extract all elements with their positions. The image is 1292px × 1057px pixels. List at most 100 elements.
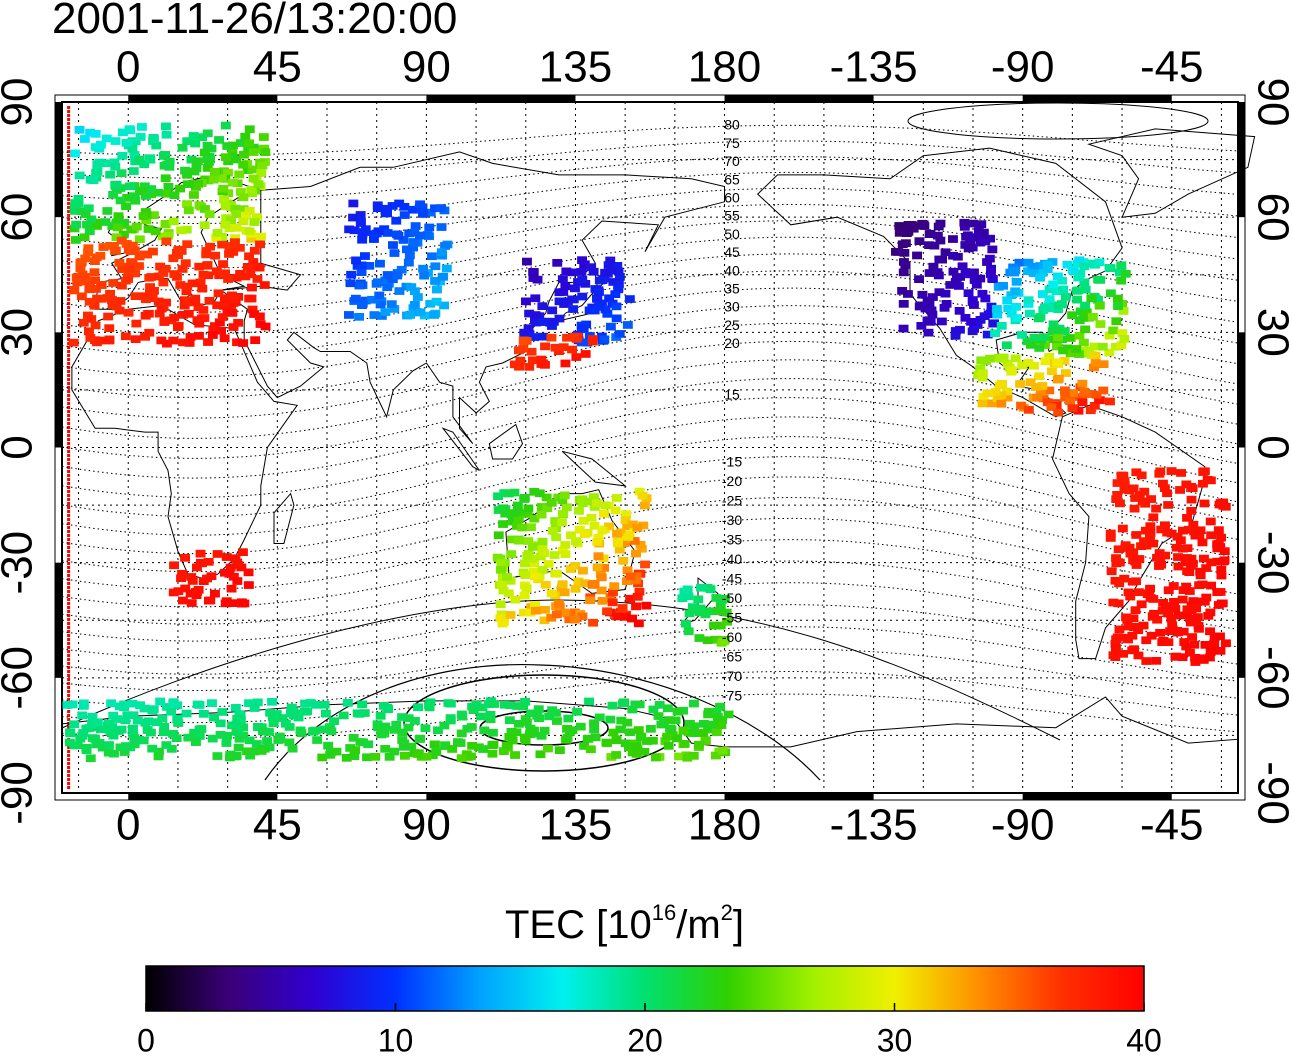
tec-pixel	[108, 279, 119, 287]
tec-pixel	[1086, 294, 1097, 303]
tec-pixel	[1177, 653, 1188, 661]
tec-pixel	[552, 259, 563, 267]
tec-pixel	[1065, 397, 1076, 406]
tec-pixel	[471, 700, 482, 709]
tec-pixel	[131, 319, 142, 328]
tec-pixel	[679, 740, 690, 748]
tec-pixel	[295, 726, 306, 735]
tec-pixel	[689, 699, 699, 708]
tec-observation-pixels	[62, 121, 1231, 763]
tec-pixel	[1205, 627, 1215, 636]
tec-pixel	[177, 143, 188, 152]
tec-pixel	[233, 319, 244, 327]
tec-pixel	[399, 739, 410, 748]
tec-pixel	[717, 746, 728, 755]
tec-pixel	[1185, 648, 1195, 657]
tec-pixel	[1023, 296, 1034, 304]
tec-pixel	[146, 273, 157, 281]
tec-pixel	[539, 616, 550, 625]
tec-pixel	[567, 345, 577, 354]
tec-pixel	[982, 330, 993, 339]
tec-pixel	[980, 237, 991, 246]
tec-pixel	[540, 342, 550, 351]
tec-pixel	[493, 506, 504, 514]
tec-pixel	[222, 142, 233, 150]
tec-pixel	[357, 230, 368, 238]
magnetic-latitude-contour	[61, 171, 1239, 225]
tec-pixel	[561, 267, 572, 276]
tec-pixel	[1205, 517, 1216, 526]
tec-pixel	[547, 527, 558, 535]
tec-pixel	[915, 301, 926, 310]
tec-pixel	[231, 210, 242, 218]
tec-pixel	[1127, 631, 1138, 640]
tec-pixel	[597, 276, 608, 285]
tec-pixel	[83, 244, 94, 252]
tec-pixel	[79, 233, 90, 242]
tec-pixel	[1196, 597, 1207, 606]
frame-bar-right	[1239, 332, 1245, 448]
tec-pixel	[1074, 256, 1085, 265]
tec-pixel	[636, 544, 647, 553]
tec-pixel	[128, 192, 139, 200]
tec-pixel	[92, 167, 103, 176]
tec-pixel	[1011, 303, 1021, 311]
tec-pixel	[597, 597, 608, 605]
tec-pixel	[1212, 557, 1223, 566]
tec-pixel	[357, 700, 368, 709]
tec-pixel	[130, 137, 141, 146]
tec-pixel	[429, 740, 440, 749]
tec-pixel	[612, 262, 623, 270]
tec-pixel	[130, 292, 141, 300]
tec-pixel	[194, 332, 204, 340]
tec-pixel	[215, 719, 226, 728]
tec-pixel	[1104, 264, 1115, 272]
tec-pixel	[372, 278, 383, 286]
tec-pixel	[929, 241, 940, 250]
tec-pixel	[80, 273, 91, 281]
tec-pixel	[980, 294, 991, 303]
tec-pixel	[681, 619, 691, 628]
magnetic-latitude-contour	[61, 626, 1239, 692]
tec-pixel	[498, 520, 508, 528]
tec-pixel	[1111, 317, 1122, 325]
tec-pixel	[86, 215, 97, 224]
tec-pixel	[600, 305, 611, 314]
tec-pixel	[932, 268, 943, 276]
tec-pixel	[529, 726, 539, 735]
frame-bar-bottom	[724, 794, 874, 800]
tec-pixel	[539, 549, 550, 558]
tec-pixel	[399, 203, 410, 211]
tec-pixel	[540, 580, 551, 589]
tec-pixel	[1136, 600, 1147, 609]
tec-pixel	[120, 716, 131, 725]
tec-pixel	[210, 589, 220, 598]
tec-pixel	[232, 577, 243, 585]
tec-pixel	[612, 530, 622, 538]
tec-pixel	[70, 200, 81, 209]
tec-pixel	[389, 747, 400, 756]
tec-pixel	[227, 309, 238, 317]
tec-pixel	[256, 169, 267, 177]
longitude-label-top: -90	[991, 43, 1055, 92]
tec-pixel	[1215, 588, 1226, 596]
tec-pixel	[1121, 633, 1131, 642]
tec-pixel	[245, 751, 256, 760]
tec-pixel	[568, 305, 579, 313]
tec-pixel	[927, 293, 938, 301]
tec-pixel	[498, 586, 509, 595]
tec-pixel	[1193, 622, 1204, 630]
tec-pixel	[1062, 260, 1073, 269]
latitude-tick-labels-left: 9060300-30-60-90	[0, 78, 42, 825]
tec-pixel	[1034, 372, 1045, 381]
tec-pixel	[618, 699, 628, 708]
tec-pixel	[406, 742, 417, 751]
magnetic-latitude-contour	[61, 670, 1239, 724]
tec-pixel	[1221, 639, 1231, 648]
tec-pixel	[479, 726, 490, 735]
tec-pixel	[587, 337, 598, 346]
tec-pixel	[478, 745, 489, 753]
tec-pixel	[1182, 514, 1192, 522]
tec-pixel	[249, 747, 260, 756]
tec-pixel	[1158, 599, 1169, 607]
